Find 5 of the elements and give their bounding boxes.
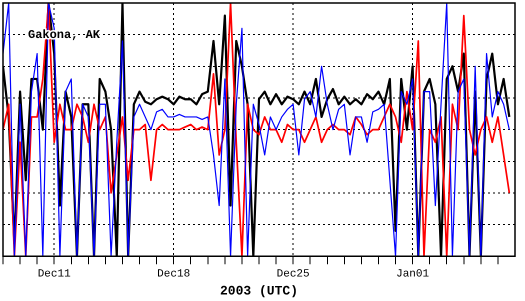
x-tick-label: Jan01 <box>396 268 430 281</box>
x-axis-title: 2003 (UTC) <box>220 283 298 298</box>
x-tick-label: Dec18 <box>157 268 190 281</box>
x-tick-label: Dec11 <box>38 268 72 281</box>
x-tick-label: Dec25 <box>276 268 310 281</box>
